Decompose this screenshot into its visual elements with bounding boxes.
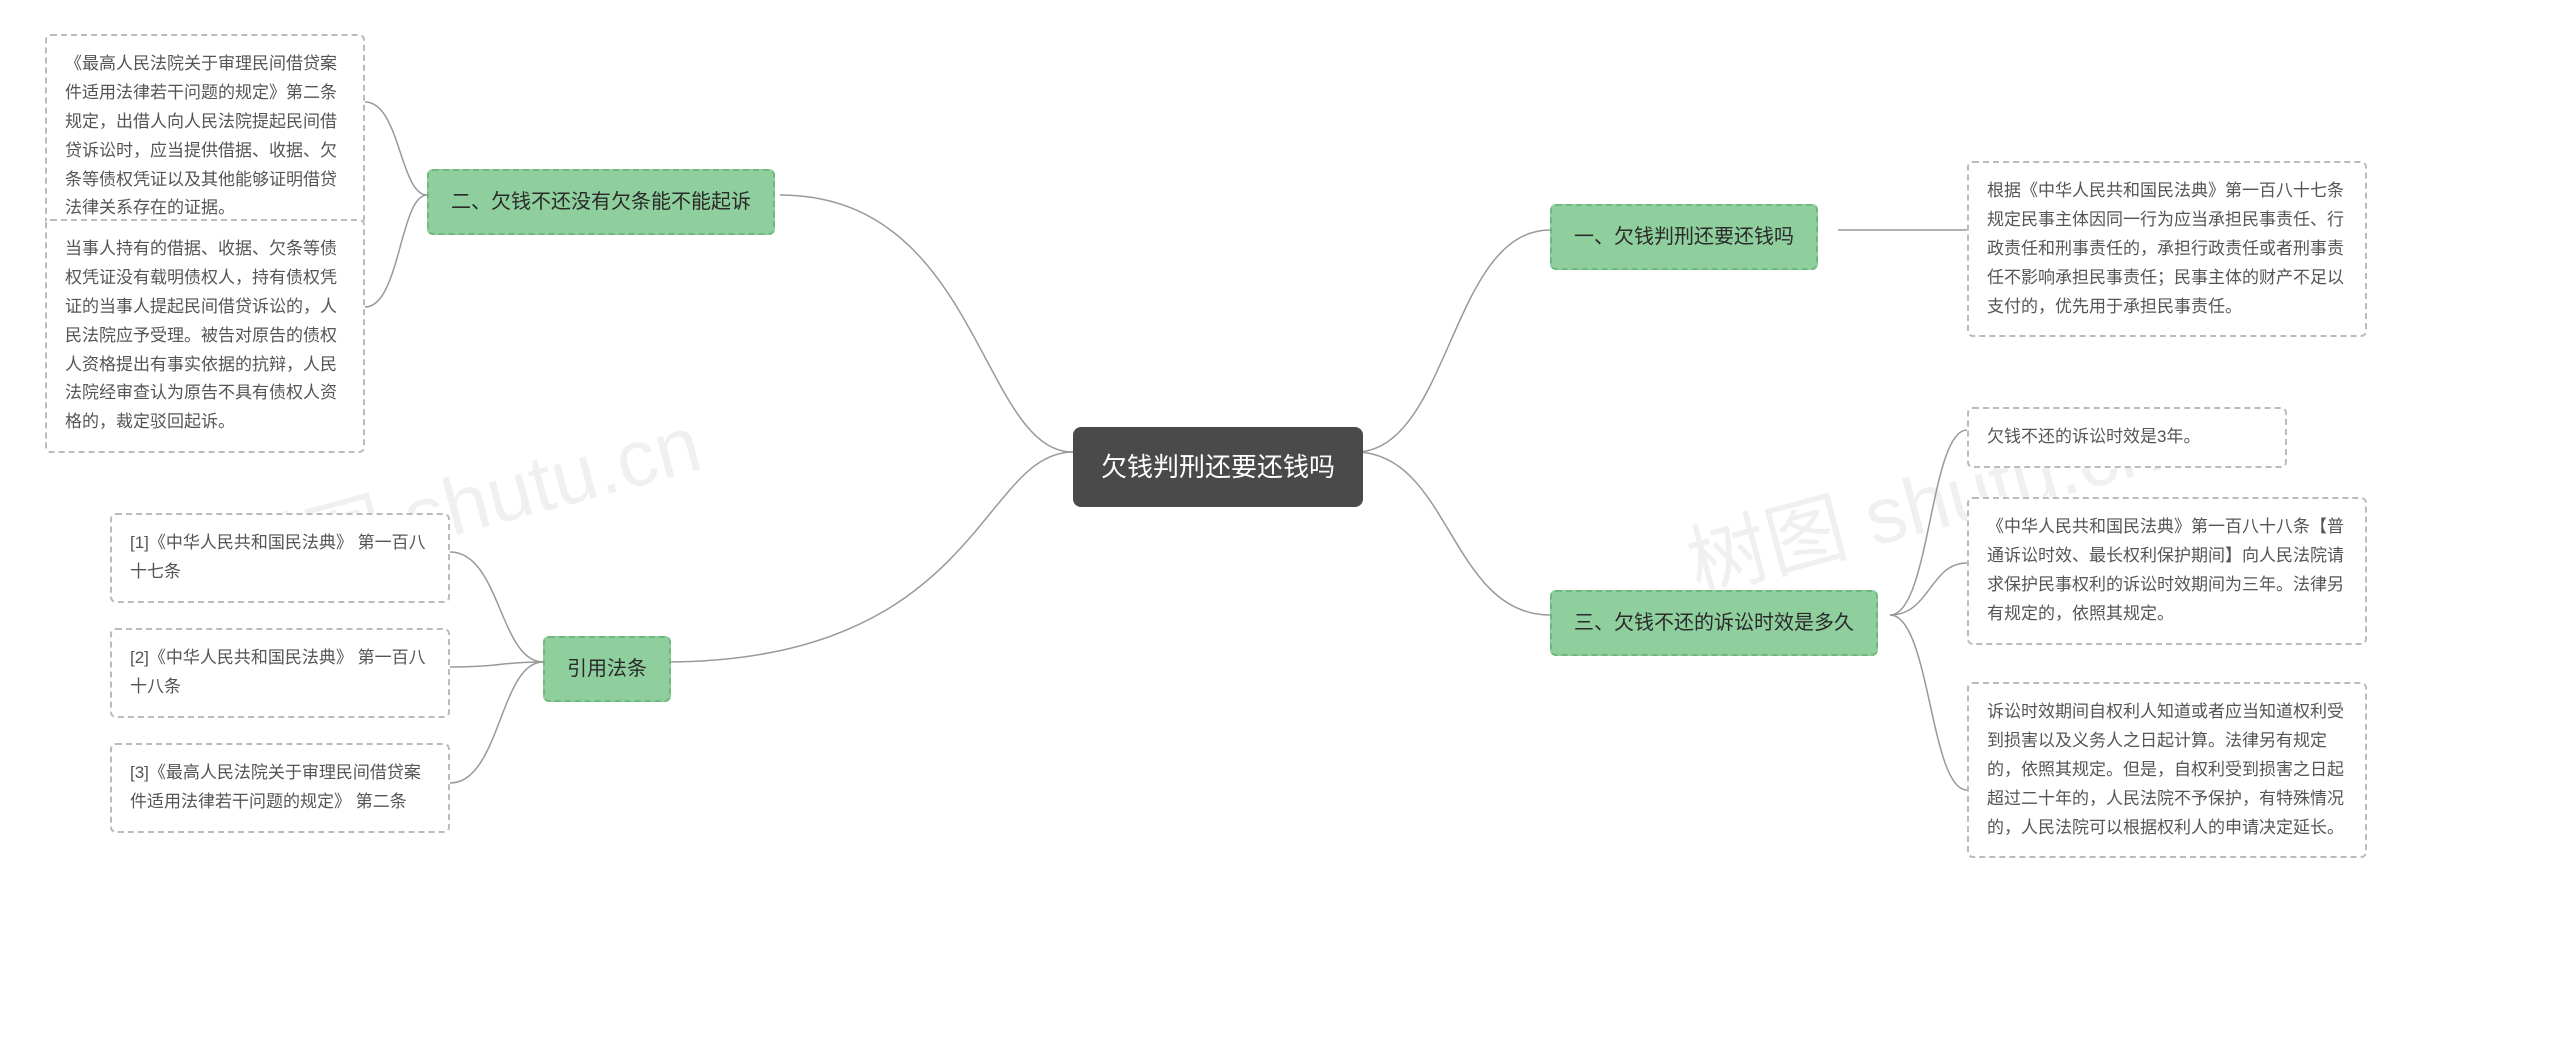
branch-1[interactable]: 一、欠钱判刑还要还钱吗: [1550, 204, 1818, 270]
branch-2-leaf-0: 《最高人民法院关于审理民间借贷案件适用法律若干问题的规定》第二条规定，出借人向人…: [45, 34, 365, 239]
branch-4-leaf-2: [3]《最高人民法院关于审理民间借贷案件适用法律若干问题的规定》 第二条: [110, 743, 450, 833]
branch-3-leaf-0: 欠钱不还的诉讼时效是3年。: [1967, 407, 2287, 468]
branch-3-leaf-2: 诉讼时效期间自权利人知道或者应当知道权利受到损害以及义务人之日起计算。法律另有规…: [1967, 682, 2367, 858]
branch-2-leaf-1: 当事人持有的借据、收据、欠条等债权凭证没有载明债权人，持有债权凭证的当事人提起民…: [45, 219, 365, 453]
branch-4-leaf-0: [1]《中华人民共和国民法典》 第一百八十七条: [110, 513, 450, 603]
branch-2[interactable]: 二、欠钱不还没有欠条能不能起诉: [427, 169, 775, 235]
center-node[interactable]: 欠钱判刑还要还钱吗: [1073, 427, 1363, 507]
branch-3[interactable]: 三、欠钱不还的诉讼时效是多久: [1550, 590, 1878, 656]
branch-4-leaf-1: [2]《中华人民共和国民法典》 第一百八十八条: [110, 628, 450, 718]
branch-4[interactable]: 引用法条: [543, 636, 671, 702]
branch-1-leaf-0: 根据《中华人民共和国民法典》第一百八十七条规定民事主体因同一行为应当承担民事责任…: [1967, 161, 2367, 337]
branch-3-leaf-1: 《中华人民共和国民法典》第一百八十八条【普通诉讼时效、最长权利保护期间】向人民法…: [1967, 497, 2367, 645]
